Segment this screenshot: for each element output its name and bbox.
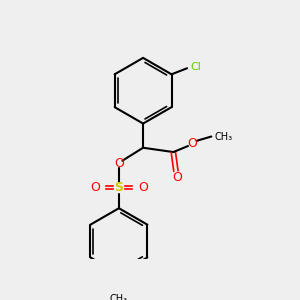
Text: S: S <box>114 181 123 194</box>
Text: O: O <box>114 157 124 170</box>
Text: O: O <box>90 181 100 194</box>
Text: O: O <box>138 181 148 194</box>
Text: O: O <box>188 137 197 150</box>
Text: O: O <box>173 172 183 184</box>
Text: Cl: Cl <box>190 62 201 72</box>
Text: CH₃: CH₃ <box>215 131 233 142</box>
Text: CH₃: CH₃ <box>110 294 128 300</box>
